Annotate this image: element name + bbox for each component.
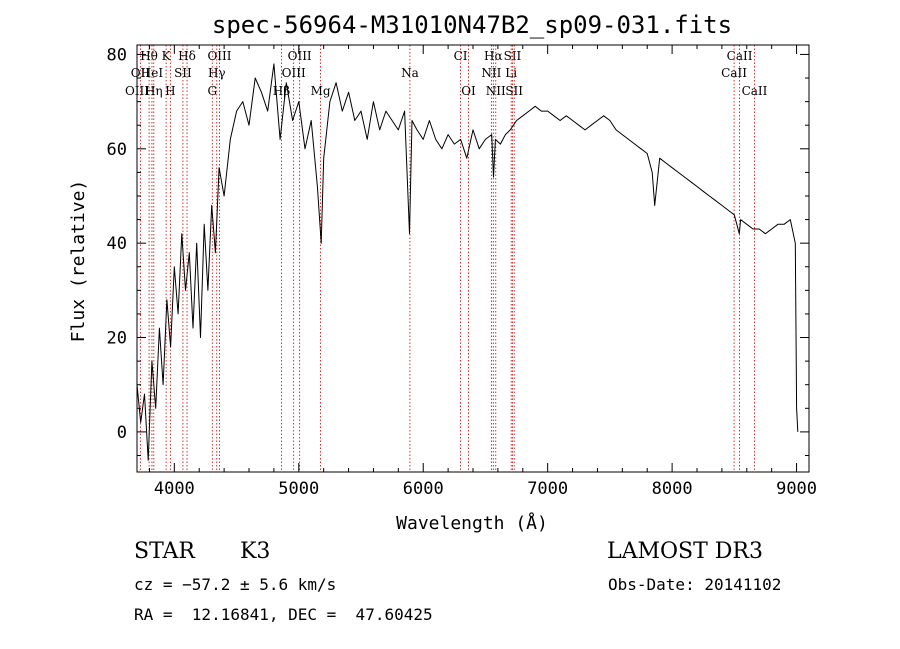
line-label: OIII <box>288 49 312 63</box>
line-label: G <box>207 84 217 98</box>
x-axis-label: Wavelength (Å) <box>396 512 548 534</box>
line-label: Na <box>401 66 419 80</box>
object-class: STAR <box>134 539 195 564</box>
line-label: Hγ <box>208 66 226 80</box>
line-label: SII <box>504 49 522 63</box>
x-tick-label: 4000 <box>154 479 195 499</box>
line-label: OIII <box>282 66 306 80</box>
line-label: SII <box>505 84 523 98</box>
plot-frame <box>136 44 810 473</box>
line-label: CaII <box>727 49 753 63</box>
line-label: OIII <box>207 49 231 63</box>
line-label: Hδ <box>178 49 196 63</box>
redshift-velocity: cz = −57.2 ± 5.6 km/s <box>134 575 337 594</box>
axes-layer: 4000 5000 6000 7000 8000 9000 0 20 40 60 80 <box>107 45 817 499</box>
line-label: Hα <box>484 49 503 63</box>
x-tick-label: 5000 <box>278 479 319 499</box>
observation-date: Obs-Date: 20141102 <box>608 575 782 594</box>
line-label: CI <box>454 49 468 63</box>
object-subclass: K3 <box>240 539 271 564</box>
line-label: OI <box>461 84 476 98</box>
y-tick-label: 60 <box>107 140 127 160</box>
coordinates: RA = 12.16841, DEC = 47.60425 <box>134 605 433 624</box>
line-label: Li <box>505 66 517 80</box>
x-tick-label: 7000 <box>527 479 568 499</box>
line-label: HeI <box>141 66 164 80</box>
line-label: H <box>165 84 175 98</box>
line-label: Hθ <box>140 49 158 63</box>
line-label: Hη <box>145 84 163 98</box>
line-label: Mg <box>311 84 331 98</box>
line-label: SII <box>174 66 192 80</box>
spectrum-series <box>136 63 799 461</box>
y-tick-label: 20 <box>107 329 127 349</box>
line-label: CaII <box>721 66 747 80</box>
x-tick-label: 8000 <box>652 479 693 499</box>
y-tick-label: 0 <box>117 423 127 443</box>
y-tick-label: 80 <box>107 45 127 65</box>
y-axis-label: Flux (relative) <box>68 180 89 343</box>
survey-name: LAMOST DR3 <box>607 539 763 564</box>
line-label: NII <box>486 84 506 98</box>
x-tick-label: 6000 <box>403 479 444 499</box>
line-label: CaII <box>742 84 768 98</box>
line-label: OII <box>131 66 151 80</box>
chart-title: spec-56964-M31010N47B2_sp09-031.fits <box>212 11 732 39</box>
y-tick-label: 40 <box>107 234 127 254</box>
line-label: K <box>162 49 172 63</box>
line-label: NII <box>481 66 501 80</box>
x-tick-label: 9000 <box>776 479 817 499</box>
spectrum-layer <box>136 63 799 461</box>
